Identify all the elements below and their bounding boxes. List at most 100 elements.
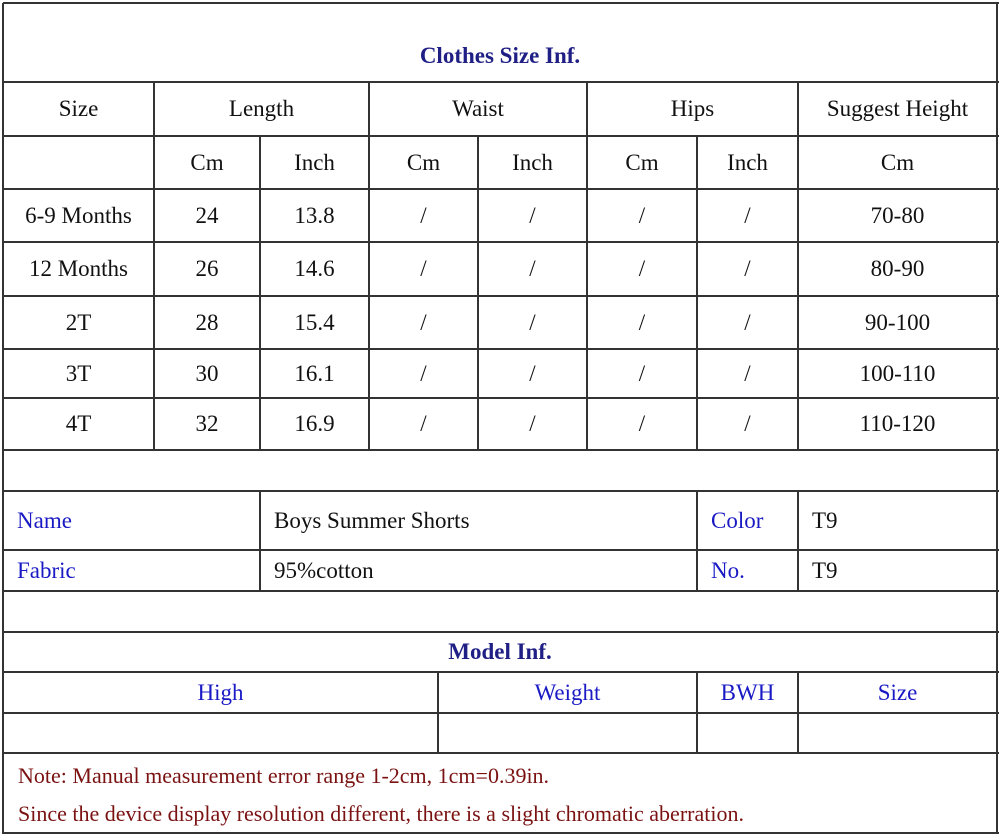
table-cell: / [638,202,646,228]
divider [696,491,698,591]
table-cell: 26 [195,256,219,281]
divider [3,449,999,451]
name-value: Boys Summer Shorts [274,507,470,533]
divider [259,136,261,450]
table-cell: 30 [195,360,219,386]
table-cell: 70-80 [870,202,925,228]
divider [3,188,999,190]
divider [3,590,999,592]
table-cell: / [529,256,536,281]
table-cell: / [744,202,751,228]
divider [797,82,799,136]
divider [368,82,370,136]
divider [3,241,999,243]
table-cell: / [529,411,536,436]
divider [3,397,999,399]
divider [259,491,261,591]
table-cell: 80-90 [870,256,925,281]
table-cell: 13.8 [294,202,335,228]
size-label: 6-9 Months [25,202,132,228]
table-cell: 24 [195,202,219,228]
model-value [3,713,438,753]
model-header: Weight [534,679,601,705]
note-line: Note: Manual measurement error range 1-2… [18,762,550,788]
column-header: Length [228,96,295,121]
divider [437,672,439,753]
table-cell: / [638,360,646,386]
divider [3,631,999,633]
fabric-value: 95%cotton [274,557,374,583]
unit-header: Cm [190,149,224,175]
column-header: Suggest Height [826,96,969,121]
table-cell: / [420,411,427,436]
fabric-label: Fabric [17,557,76,583]
size-table-title: Clothes Size Inf. [419,43,581,68]
model-value [438,713,697,753]
table-cell: / [420,202,427,228]
divider [996,3,998,834]
column-header: Waist [452,96,504,121]
table-cell: 32 [195,411,219,436]
unit-header: Cm [406,149,441,175]
note-line: Since the device display resolution diff… [18,801,744,826]
model-header: High [197,679,244,705]
unit-header: Inch [512,149,553,175]
size-label: 3T [65,360,92,386]
color-label: Color [711,507,764,533]
model-title: Model Inf. [448,639,552,664]
table-cell: 16.9 [294,411,335,436]
divider [696,136,698,450]
model-header: Size [877,679,918,705]
divider [586,136,588,450]
divider [3,490,999,492]
size-label: 12 Months [28,256,129,281]
table-cell: / [420,256,427,281]
table-cell: 16.1 [294,360,335,386]
divider [696,672,698,753]
table-cell: 90-100 [864,309,931,335]
table-cell: 100-110 [859,360,936,386]
no-label: No. [711,557,745,583]
divider [3,832,999,834]
divider [3,81,999,83]
table-cell: 28 [195,309,219,335]
column-header: Hips [670,96,715,121]
table-cell: 15.4 [294,309,335,335]
model-header: BWH [720,679,775,705]
divider [586,82,588,136]
divider [3,2,999,4]
unit-header [3,136,154,189]
model-value [798,713,997,753]
unit-header: Inch [294,149,335,175]
divider [3,752,999,754]
divider [153,82,155,136]
divider [3,295,999,297]
table-cell: / [529,202,536,228]
name-label: Name [17,507,72,533]
divider [797,136,799,450]
divider [477,136,479,450]
table-cell: / [638,256,646,281]
table-cell: / [744,309,751,335]
table-cell: / [529,360,536,386]
table-cell: / [420,309,427,335]
divider [3,348,999,350]
divider [368,136,370,450]
table-cell: / [744,360,751,386]
model-value [697,713,798,753]
divider [3,671,999,673]
unit-header: Cm [625,149,659,175]
table-cell: / [638,309,646,335]
divider [3,712,999,714]
no-value: T9 [812,557,838,583]
color-value: T9 [812,507,838,533]
divider [3,135,999,137]
size-label: 4T [65,411,92,436]
size-label: 2T [65,309,92,335]
unit-header: Cm [880,149,915,175]
table-cell: / [420,360,427,386]
divider [797,491,799,591]
table-cell: 14.6 [294,256,335,281]
divider [2,3,4,834]
table-cell: / [638,411,646,436]
